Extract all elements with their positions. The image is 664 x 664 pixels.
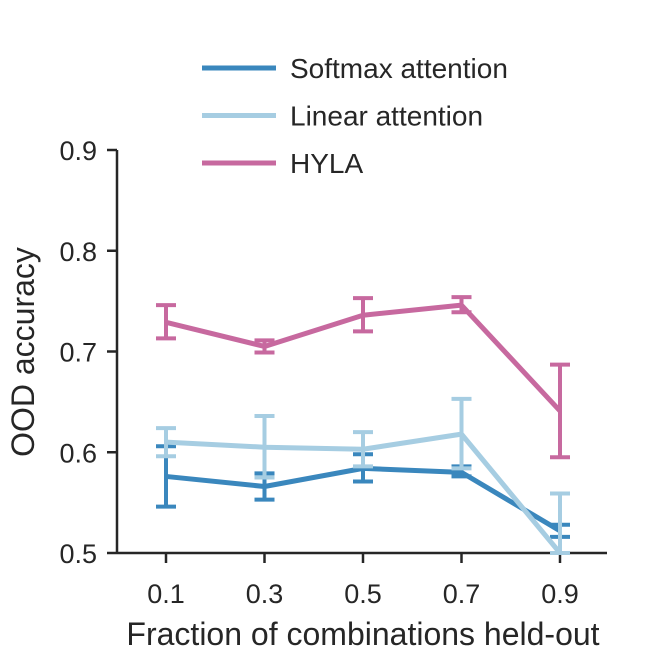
y-tick-label: 0.5 xyxy=(59,539,97,569)
y-tick-label: 0.8 xyxy=(59,237,97,267)
y-axis-ticks: 0.5 0.6 0.7 0.8 0.9 xyxy=(59,136,117,569)
x-axis-title: Fraction of combinations held-out xyxy=(126,616,599,652)
y-tick-label: 0.7 xyxy=(59,338,97,368)
x-tick-label: 0.7 xyxy=(443,579,481,609)
x-tick-label: 0.5 xyxy=(344,579,382,609)
legend: Softmax attention Linear attention HYLA xyxy=(202,53,508,179)
y-tick-label: 0.9 xyxy=(59,136,97,166)
x-tick-label: 0.3 xyxy=(246,579,284,609)
series-hyla xyxy=(156,295,570,460)
legend-label: Linear attention xyxy=(290,101,483,132)
series-layer xyxy=(156,295,570,555)
legend-label: HYLA xyxy=(290,148,363,179)
x-tick-label: 0.1 xyxy=(147,579,185,609)
x-tick-label: 0.9 xyxy=(541,579,579,609)
legend-label: Softmax attention xyxy=(290,53,508,84)
x-axis-ticks: 0.1 0.3 0.5 0.7 0.9 xyxy=(147,553,579,609)
series-linear-attention xyxy=(156,396,570,555)
y-axis-title: OOD accuracy xyxy=(5,247,41,457)
y-tick-label: 0.6 xyxy=(59,438,97,468)
